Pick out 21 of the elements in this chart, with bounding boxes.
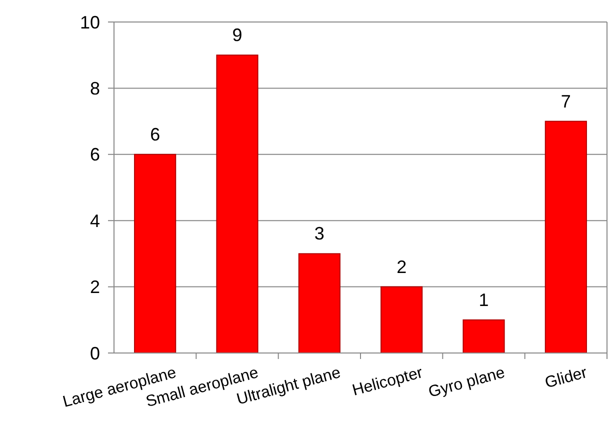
- bar: [134, 154, 176, 354]
- x-tick-label: Gyro plane: [426, 364, 507, 402]
- bar: [298, 253, 340, 354]
- data-label: 2: [396, 256, 407, 277]
- y-tick-label: 4: [90, 210, 100, 231]
- y-tick-label: 6: [90, 144, 100, 165]
- data-label: 1: [478, 290, 489, 310]
- x-tick-label: Glider: [543, 364, 590, 392]
- bar: [380, 286, 423, 354]
- y-tick-label: 8: [90, 78, 100, 98]
- y-tick-label: 10: [80, 12, 100, 32]
- data-label: 9: [232, 25, 242, 46]
- data-label: 6: [150, 124, 160, 144]
- bar: [544, 120, 587, 354]
- data-label: 7: [560, 91, 571, 112]
- bar: [216, 54, 258, 354]
- y-tick-label: 0: [90, 343, 100, 364]
- y-tick-label: 2: [90, 277, 100, 298]
- bar: [462, 319, 505, 354]
- data-label: 3: [314, 224, 324, 244]
- x-tick-label: Helicopter: [350, 364, 426, 400]
